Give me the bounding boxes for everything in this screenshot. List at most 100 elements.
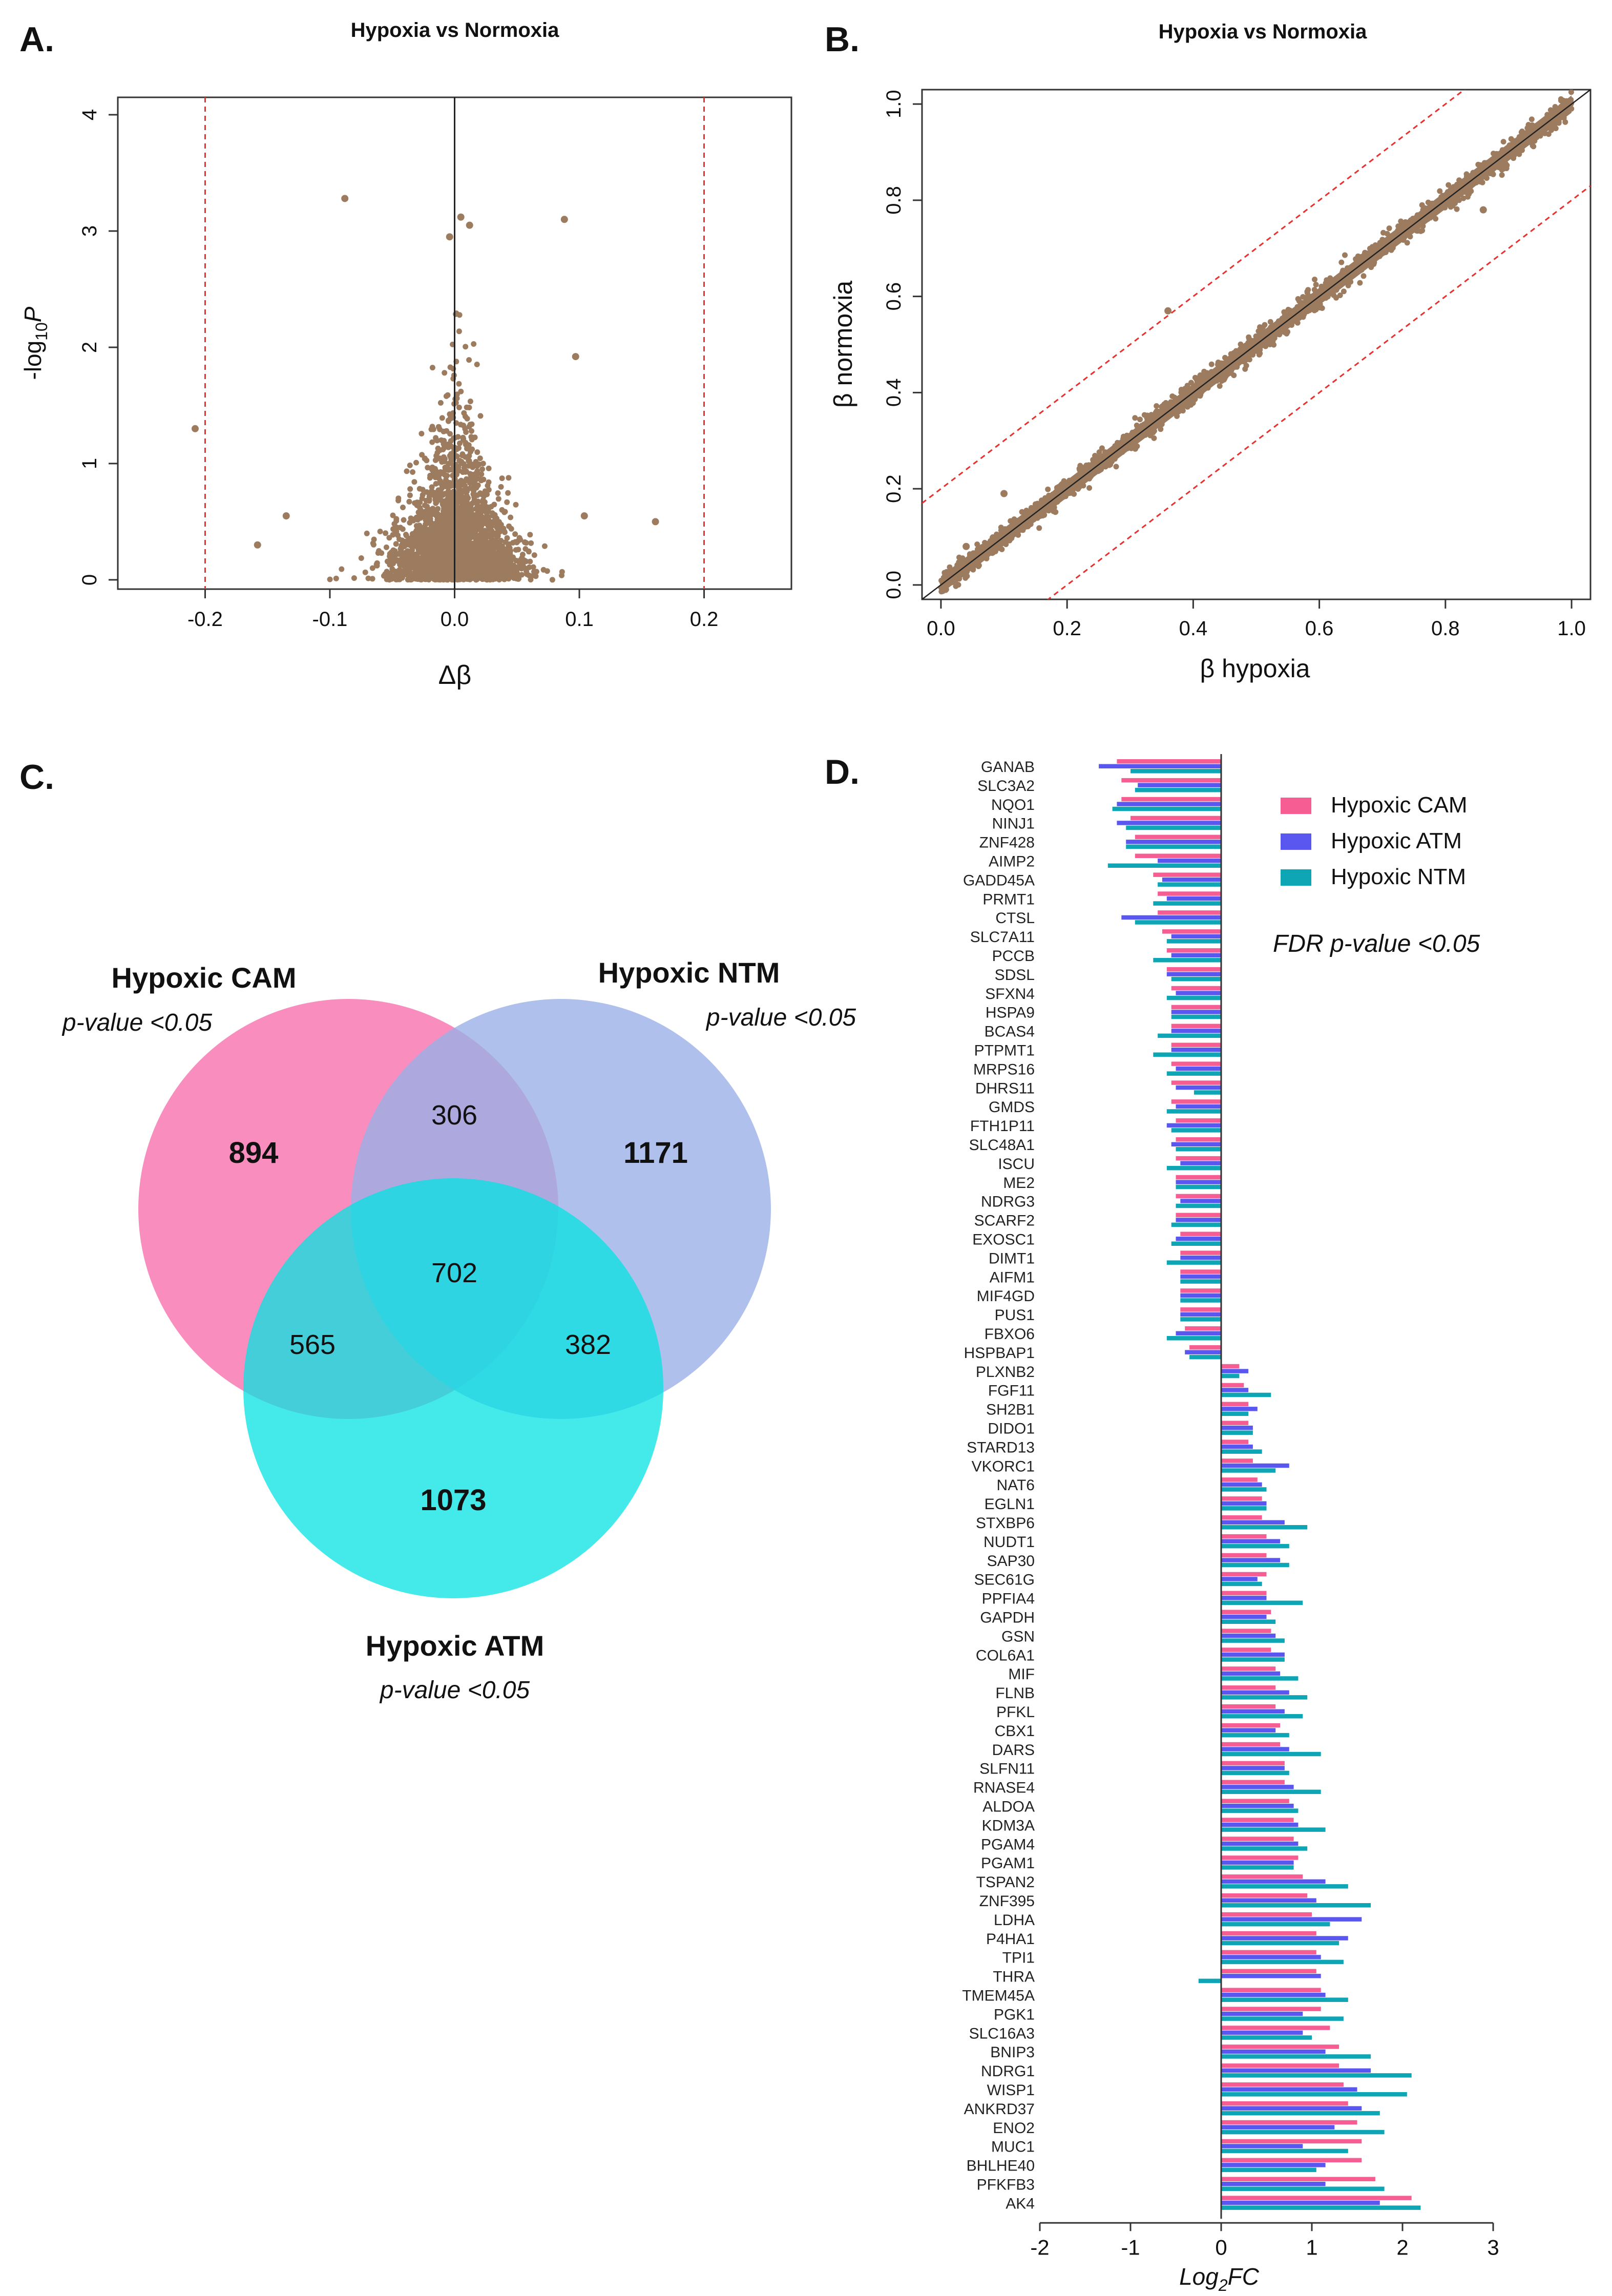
bar-ntm bbox=[1180, 1317, 1221, 1322]
volcano-point bbox=[383, 544, 389, 550]
beta-point bbox=[1133, 446, 1139, 452]
beta-point bbox=[1558, 96, 1564, 102]
beta-point bbox=[1154, 403, 1160, 409]
volcano-point bbox=[406, 549, 412, 555]
volcano-point bbox=[473, 512, 479, 518]
beta-point bbox=[1513, 139, 1519, 144]
volcano-point bbox=[435, 530, 441, 536]
gene-label: ALDOA bbox=[982, 1799, 1035, 1815]
beta-point bbox=[1053, 489, 1059, 495]
beta-point bbox=[1368, 259, 1374, 265]
volcano-point bbox=[449, 566, 455, 572]
logfc-x-tick-label: -1 bbox=[1121, 2235, 1140, 2259]
volcano-point bbox=[467, 563, 473, 570]
bar-cam bbox=[1180, 1307, 1221, 1312]
volcano-point bbox=[469, 540, 475, 547]
volcano-point bbox=[401, 563, 407, 569]
beta-point bbox=[977, 549, 983, 554]
beta-point bbox=[1151, 428, 1157, 434]
beta-point bbox=[1552, 104, 1558, 110]
beta-point bbox=[1426, 211, 1432, 217]
volcano-point bbox=[407, 462, 413, 468]
bar-cam bbox=[1176, 1118, 1221, 1123]
beta-point bbox=[1451, 196, 1457, 202]
bar-ntm bbox=[1166, 1165, 1221, 1171]
bar-atm bbox=[1221, 1444, 1253, 1449]
volcano-point bbox=[452, 562, 458, 568]
bar-ntm bbox=[1221, 1903, 1371, 1908]
bar-ntm bbox=[1171, 1128, 1221, 1133]
volcano-point bbox=[446, 467, 452, 473]
beta-x-tick-label: 0.4 bbox=[1179, 617, 1208, 640]
legend-label-atm: Hypoxic ATM bbox=[1331, 828, 1462, 853]
beta-point bbox=[1491, 151, 1496, 157]
beta-y-tick-label: 1.0 bbox=[883, 90, 905, 118]
beta-point bbox=[1184, 383, 1190, 389]
bar-atm bbox=[1221, 1974, 1321, 1978]
beta-lower-threshold-line bbox=[1046, 185, 1590, 599]
volcano-point bbox=[456, 445, 462, 451]
volcano-point bbox=[442, 491, 448, 497]
bar-cam bbox=[1176, 1156, 1221, 1161]
volcano-point bbox=[459, 451, 466, 457]
bar-ntm bbox=[1221, 1506, 1267, 1511]
bar-atm bbox=[1221, 1766, 1285, 1770]
volcano-point bbox=[424, 527, 429, 533]
volcano-point bbox=[394, 576, 401, 582]
volcano-point bbox=[411, 555, 417, 560]
gene-label: GMDS bbox=[989, 1099, 1035, 1116]
volcano-x-tick-label: 0.0 bbox=[441, 608, 469, 631]
bar-cam bbox=[1221, 1591, 1267, 1596]
volcano-point bbox=[449, 544, 455, 550]
volcano-point bbox=[455, 434, 461, 440]
volcano-point bbox=[405, 567, 411, 573]
bar-cam bbox=[1221, 2063, 1339, 2068]
volcano-point bbox=[397, 525, 404, 531]
bar-atm bbox=[1221, 2182, 1326, 2186]
beta-point bbox=[1454, 181, 1460, 187]
logfc-x-tick-label: 1 bbox=[1306, 2235, 1317, 2259]
volcano-point bbox=[522, 539, 528, 545]
bar-atm bbox=[1221, 1690, 1289, 1695]
volcano-point bbox=[464, 476, 470, 482]
beta-point bbox=[1454, 206, 1460, 212]
beta-point bbox=[1173, 395, 1179, 402]
volcano-outlier-point bbox=[191, 425, 199, 432]
volcano-point bbox=[418, 431, 425, 436]
volcano-point bbox=[391, 554, 397, 560]
beta-point bbox=[1271, 331, 1277, 338]
bar-cam bbox=[1221, 1685, 1276, 1690]
volcano-point bbox=[401, 517, 407, 523]
beta-point bbox=[1183, 391, 1189, 397]
beta-y-tick-label: 0.0 bbox=[883, 571, 905, 599]
beta-point bbox=[1245, 341, 1251, 347]
bar-cam bbox=[1221, 2196, 1412, 2200]
bar-ntm bbox=[1221, 2073, 1412, 2078]
volcano-point bbox=[505, 546, 511, 552]
logfc-bars bbox=[1099, 759, 1421, 2210]
beta-point bbox=[1452, 200, 1458, 206]
volcano-point bbox=[432, 551, 438, 557]
bar-cam bbox=[1221, 1988, 1321, 1992]
bar-ntm bbox=[1171, 1241, 1221, 1246]
volcano-point bbox=[431, 490, 437, 496]
logfc-gene-labels: GANABSLC3A2NQO1NINJ1ZNF428AIMP2GADD45APR… bbox=[962, 759, 1035, 2212]
bar-ntm bbox=[1221, 1997, 1348, 2002]
volcano-point bbox=[409, 541, 415, 548]
bar-cam bbox=[1221, 1742, 1281, 1747]
bar-cam bbox=[1221, 1364, 1240, 1369]
volcano-point bbox=[516, 535, 522, 541]
volcano-point bbox=[441, 454, 447, 460]
volcano-point bbox=[486, 553, 492, 559]
volcano-point bbox=[362, 569, 368, 575]
beta-point bbox=[1503, 165, 1510, 172]
bar-ntm bbox=[1221, 2186, 1385, 2191]
volcano-point bbox=[459, 505, 465, 511]
bar-ntm bbox=[1126, 844, 1221, 849]
gene-label: SDSL bbox=[995, 967, 1035, 984]
volcano-point bbox=[431, 572, 437, 578]
volcano-point bbox=[454, 495, 460, 501]
volcano-point bbox=[531, 552, 537, 558]
